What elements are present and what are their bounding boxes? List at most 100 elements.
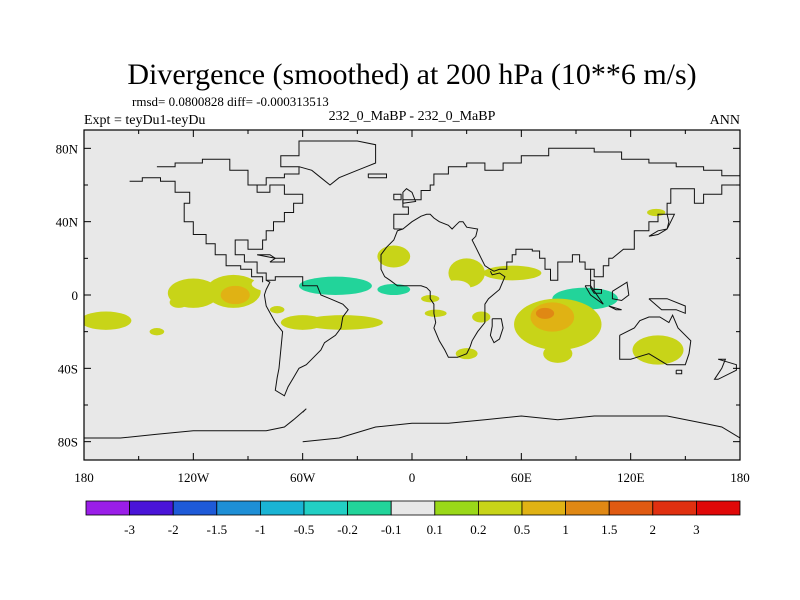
season-label: ANN [710,113,740,128]
period-label: 232_0_MaBP - 232_0_MaBP [329,109,496,124]
colorbar-swatch-1 [129,500,174,516]
divergence-contour-32 [530,302,575,332]
rmsd-diff-label: rmsd= 0.0800828 diff= -0.000313513 [132,94,329,109]
coastline-3 [393,147,740,229]
divergence-contour-7 [169,296,188,308]
colorbar-label-5: -0.2 [337,522,358,537]
divergence-contour-4 [125,262,170,277]
colorbar-swatch-9 [477,500,523,516]
divergence-contour-18 [377,245,411,268]
colorbar: -3 -2 -1.5 -1 -0.5 -0.2 -0.1 0.1 0.2 0.5 1 1.5 2 3 [85,500,741,537]
colorbar-label-13: 3 [693,522,700,537]
colorbar-swatch-12 [608,500,654,516]
coastline-2 [251,140,377,186]
chart-title: Divergence (smoothed) at 200 hPa (10**6 … [127,58,696,91]
y-tick-label-1: 40N [56,215,79,230]
y-tick-label-3: 40S [58,361,78,376]
divergence-contour-25 [472,311,491,323]
divergence-contour-36 [647,208,666,217]
colorbar-label-8: 0.2 [470,522,486,537]
colorbar-swatch-5 [303,500,348,516]
divergence-contour-22 [424,309,447,318]
coastline-18 [367,173,387,179]
divergence-contour-8 [149,328,165,336]
coastline-5 [393,213,591,281]
divergence-contour-27 [483,265,542,281]
colorbar-swatch-11 [565,500,610,516]
colorbar-label-4: -0.5 [294,522,315,537]
colorbar-swatch-14 [696,500,741,516]
divergence-contour-2 [84,229,94,244]
colorbar-label-0: -3 [124,522,135,537]
colorbar-label-1: -2 [168,522,179,537]
coastlines [84,140,740,443]
y-tick-label-2: 0 [72,288,79,303]
colorbar-label-11: 1.5 [601,522,617,537]
divergence-contour-0 [84,311,132,330]
coastline-17 [393,193,402,201]
colorbar-swatch-7 [390,500,436,516]
coastline-15 [648,213,676,237]
divergence-contour-42 [632,335,684,365]
map-area [83,129,741,461]
divergence-contour-28 [492,289,551,305]
colorbar-swatch-2 [172,500,218,516]
divergence-contour-11 [220,285,250,305]
x-tick-label-0: 180 [74,470,94,485]
divergence-contour-41 [698,227,728,242]
colorbar-label-10: 1 [562,522,569,537]
divergence-contour-35 [545,208,564,217]
x-tick-label-4: 60E [511,470,532,485]
x-tick-label-1: 120W [177,470,210,485]
coastline-8 [584,285,604,305]
experiment-label: Expt = teyDu1-teyDu [84,113,205,128]
coastline-9 [608,305,622,311]
colorbar-swatch-10 [521,500,566,516]
divergence-contour-17 [302,315,383,330]
y-tick-label-4: 80S [58,435,78,450]
divergence-contour-24 [441,280,471,295]
divergence-contour-20 [377,284,411,295]
divergence-contour-39 [667,263,704,275]
coastline-12 [619,314,692,366]
coastline-11 [648,298,686,315]
divergence-contour-23 [448,258,485,288]
colorbar-swatch-3 [216,500,261,516]
colorbar-swatch-0 [85,500,130,516]
divergence-contour-34 [543,344,573,363]
divergence-contour-1 [84,287,103,295]
coastline-10 [611,281,630,302]
coastline-1 [156,158,349,397]
colorbar-label-9: 0.5 [514,522,530,537]
divergence-contour-14 [269,306,285,314]
divergence-contour-3 [98,232,179,248]
divergence-contour-38 [643,258,673,270]
x-tick-label-2: 60W [290,470,316,485]
divergence-contour-12 [213,351,232,363]
colorbar-swatch-13 [652,500,697,516]
x-tick-label-3: 0 [409,470,416,485]
x-axis: 180 120W 60W 0 60E 120E 180 [74,130,750,485]
colorbar-label-3: -1 [255,522,266,537]
divergence-contours [84,208,737,365]
coastline-21 [269,257,285,263]
coastline-4 [590,184,740,294]
divergence-contour-5 [96,263,126,275]
divergence-contour-16 [299,276,372,296]
colorbar-label-2: -1.5 [207,522,228,537]
coastline-22 [257,254,276,259]
colorbar-swatch-6 [347,500,392,516]
colorbar-swatch-4 [259,500,305,516]
y-tick-label-0: 80N [56,141,79,156]
coastline-13 [675,369,683,375]
divergence-contour-9 [124,351,146,363]
colorbar-swatch-8 [434,500,479,516]
coastline-19 [84,408,307,439]
colorbar-label-12: 2 [650,522,657,537]
coastline-0 [129,177,264,283]
x-tick-label-5: 120E [617,470,645,485]
coastline-7 [489,318,504,344]
divergence-contour-33 [535,307,555,319]
colorbar-label-6: -0.1 [381,522,402,537]
